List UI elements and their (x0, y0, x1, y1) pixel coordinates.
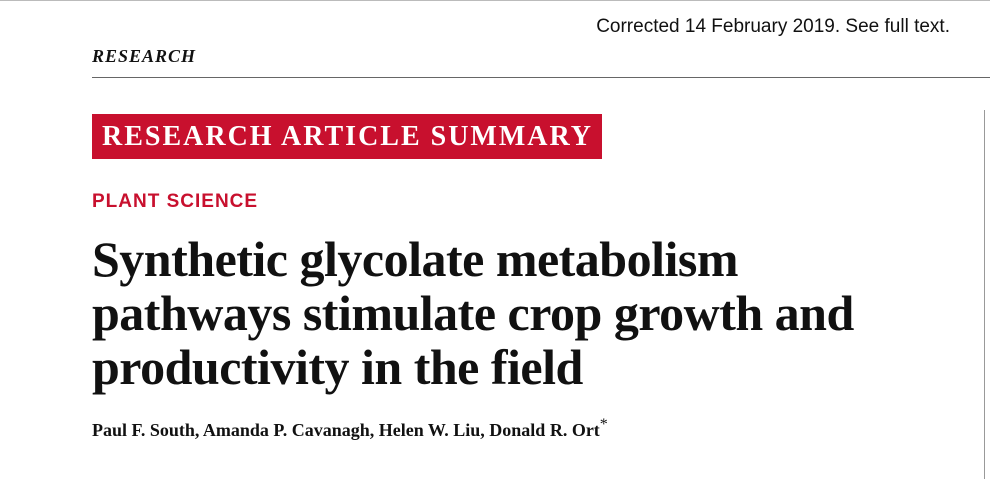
header-rule (92, 77, 990, 78)
category: PLANT SCIENCE (92, 191, 259, 212)
author-mark: * (599, 416, 608, 433)
title-line: pathways stimulate crop growth and (92, 285, 854, 341)
section-label: RESEARCH (92, 46, 197, 66)
side-rule (984, 110, 985, 479)
title-line: productivity in the field (92, 339, 583, 395)
article-title: Synthetic glycolate metabolism pathways … (92, 232, 854, 394)
top-border (0, 0, 990, 1)
title-line: Synthetic glycolate metabolism (92, 231, 739, 287)
article-banner: RESEARCH ARTICLE SUMMARY (92, 114, 602, 159)
authors: Paul F. South, Amanda P. Cavanagh, Helen… (92, 420, 600, 440)
correction-note: Corrected 14 February 2019. See full tex… (596, 16, 950, 37)
authors-line: Paul F. South, Amanda P. Cavanagh, Helen… (92, 416, 608, 441)
